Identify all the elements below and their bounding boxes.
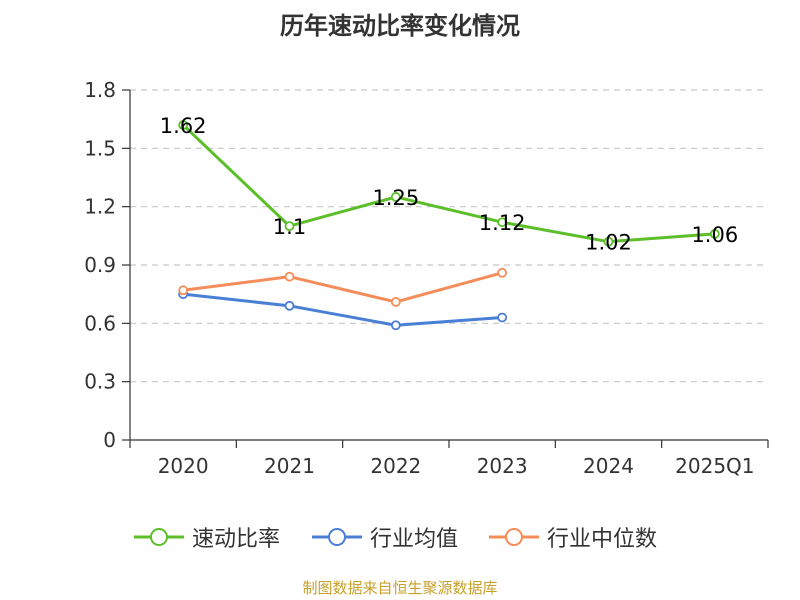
data-point-industry-mean bbox=[497, 312, 508, 323]
legend-label-quick-ratio: 速动比率 bbox=[192, 527, 281, 552]
legend-circle bbox=[328, 528, 346, 546]
data-point-quick-ratio bbox=[390, 192, 401, 202]
data-point-quick-ratio bbox=[284, 221, 295, 232]
legend-label-industry-median: 行业中位数 bbox=[547, 527, 658, 552]
data-point-quick-ratio bbox=[178, 120, 189, 130]
source-note: 制图数据来自恒生聚源数据库 bbox=[302, 579, 498, 597]
x-tick-label: 2020 bbox=[158, 454, 209, 478]
data-point-industry-median bbox=[178, 285, 189, 296]
legend-marker-industry-mean bbox=[312, 528, 362, 546]
x-tick-label: 2023 bbox=[477, 454, 528, 478]
y-tick-label: 0.6 bbox=[84, 311, 116, 335]
y-tick-label: 0.9 bbox=[84, 253, 116, 277]
series-line-industry-median bbox=[182, 271, 503, 304]
y-tick-label: 1.5 bbox=[84, 136, 116, 160]
legend-label-industry-mean: 行业均值 bbox=[370, 527, 459, 552]
data-label: 1.12 bbox=[479, 211, 526, 235]
data-label: 1.02 bbox=[585, 231, 632, 255]
series-line-industry-mean bbox=[183, 292, 503, 327]
data-point-quick-ratio bbox=[497, 217, 508, 228]
data-point-industry-mean bbox=[284, 300, 295, 311]
legend-marker-quick-ratio bbox=[134, 528, 184, 546]
x-tick-label: 2021 bbox=[264, 454, 315, 478]
y-tick-label: 1.8 bbox=[84, 78, 116, 102]
data-label: 1.06 bbox=[691, 223, 738, 247]
legend-marker-industry-median bbox=[489, 528, 539, 546]
chart-title: 历年速动比率变化情况 bbox=[280, 12, 520, 40]
y-tick-label: 1.2 bbox=[84, 195, 116, 219]
legend-item-industry-median[interactable]: 行业中位数 bbox=[489, 520, 657, 554]
legend-circle bbox=[505, 528, 523, 546]
legend-item-industry-mean[interactable]: 行业均值 bbox=[312, 520, 458, 554]
data-point-quick-ratio bbox=[603, 236, 614, 247]
y-tick-label: 0.3 bbox=[84, 370, 116, 394]
data-label: 1.62 bbox=[160, 114, 207, 138]
x-tick-label: 2025Q1 bbox=[675, 454, 754, 478]
data-point-industry-median bbox=[497, 267, 508, 278]
data-point-industry-mean bbox=[390, 320, 401, 331]
legend-circle bbox=[150, 528, 168, 546]
series-line-quick-ratio bbox=[182, 123, 715, 244]
data-label: 1.1 bbox=[273, 215, 306, 239]
data-point-quick-ratio bbox=[709, 228, 720, 239]
legend-item-quick-ratio[interactable]: 速动比率 bbox=[134, 520, 280, 554]
data-point-industry-median bbox=[390, 297, 401, 307]
data-point-industry-median bbox=[284, 271, 295, 282]
data-label: 1.25 bbox=[372, 186, 419, 210]
x-tick-label: 2024 bbox=[583, 454, 634, 478]
y-tick-label: 0 bbox=[103, 428, 116, 452]
legend: 速动比率 行业均值 行业中位数 bbox=[0, 520, 800, 554]
x-tick-label: 2022 bbox=[370, 454, 421, 478]
